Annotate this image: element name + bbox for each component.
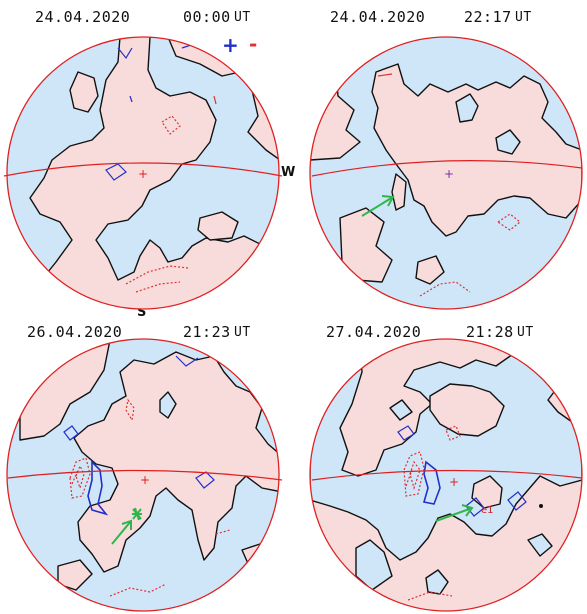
svg-text:+: + (140, 473, 150, 487)
positive-island (389, 399, 413, 421)
panel-4-unit: UT (517, 325, 534, 340)
arrow-marker (361, 195, 395, 217)
legend-negative-symbol: - (249, 32, 258, 56)
legend-positive-symbol: + (222, 33, 239, 57)
positive-island (495, 129, 521, 155)
panel-1-date: 24.04.2020 (35, 8, 131, 26)
west-label: W (281, 165, 296, 180)
disk-panel-2: + (309, 36, 583, 310)
positive-island (355, 539, 393, 591)
positive-island (455, 93, 479, 123)
negative-island (69, 71, 99, 113)
spot-marker (539, 504, 543, 508)
panel-1-unit: UT (234, 10, 251, 25)
svg-text:+: + (449, 475, 459, 489)
panel-2-date: 24.04.2020 (330, 8, 426, 26)
negative-region (371, 63, 582, 237)
disk-panel-3: + (6, 338, 283, 612)
panel-3-unit: UT (234, 325, 251, 340)
svg-text:+: + (138, 167, 148, 181)
negative-island (415, 255, 445, 285)
south-label: S (137, 305, 147, 320)
positive-island (527, 533, 553, 557)
panel-2-time: 22:17 (464, 8, 512, 26)
negative-island (197, 211, 239, 241)
panel-3-date: 26.04.2020 (27, 323, 123, 341)
positive-island (425, 569, 449, 595)
positive-island (159, 391, 177, 419)
panel-4-time: 21:28 (466, 323, 514, 341)
negative-island (391, 173, 407, 211)
region-annotation: e1 (481, 505, 494, 516)
disk-panel-4: + e1 (309, 338, 583, 612)
panel-4-date: 27.04.2020 (326, 323, 422, 341)
negative-island (429, 383, 505, 437)
panel-2-unit: UT (515, 10, 532, 25)
arrow-marker (111, 507, 142, 545)
negative-island (471, 475, 503, 509)
panel-1-time: 00:00 (183, 8, 231, 26)
disk-panel-1: + (3, 36, 283, 310)
svg-text:+: + (444, 167, 454, 181)
panel-3-time: 21:23 (183, 323, 231, 341)
arrow-marker (435, 504, 474, 522)
